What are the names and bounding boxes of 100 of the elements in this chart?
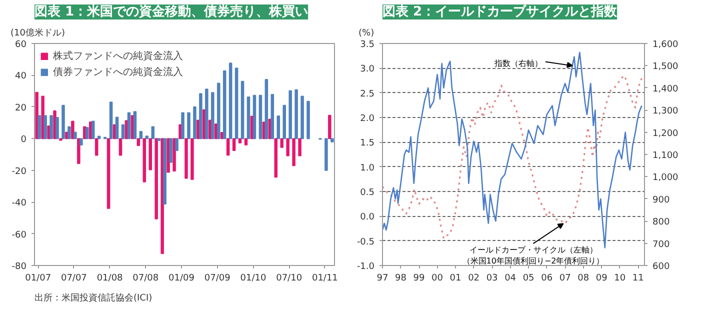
y-tick-label: -60	[12, 230, 27, 240]
bar	[127, 112, 131, 140]
bar	[109, 102, 113, 140]
bar	[142, 138, 146, 182]
y-tick-label: 1.0	[360, 163, 375, 174]
y-tick-label: 20	[15, 103, 27, 114]
x-tick-label: 10	[614, 274, 626, 284]
bar	[133, 111, 137, 140]
y2-tick-label: 700	[652, 240, 670, 250]
annotation: 指数（右軸）	[493, 59, 542, 68]
bar	[154, 138, 158, 220]
bar	[298, 138, 302, 156]
bar	[56, 117, 59, 140]
bar	[169, 138, 172, 163]
bar	[222, 70, 226, 140]
bar	[328, 114, 332, 140]
bar	[145, 136, 149, 140]
bar	[324, 138, 328, 171]
x-tick-label: 11	[632, 274, 644, 284]
chart-title: 図表 2：イールドカーブサイクルと指数	[382, 4, 618, 20]
x-tick-label: 03	[486, 274, 498, 284]
x-tick-label: 99	[413, 274, 426, 284]
x-tick-label: 01/11	[312, 274, 338, 284]
y-tick-label: 0	[20, 135, 27, 146]
bar	[292, 138, 296, 166]
bar	[258, 94, 262, 140]
bar	[306, 100, 310, 140]
bar	[232, 138, 236, 152]
chart-title: 図表 1：米国での資金移動、債券売り、株買い	[34, 4, 308, 20]
bar	[172, 138, 176, 172]
bar	[280, 138, 284, 148]
y2-tick-label: 1,300	[652, 106, 679, 117]
bar	[77, 138, 80, 164]
bar	[190, 138, 194, 180]
bar	[160, 138, 164, 254]
bar	[181, 112, 184, 140]
bar	[115, 116, 119, 140]
bar	[121, 124, 125, 140]
y-tick-label: 2.5	[360, 89, 375, 100]
bar	[330, 138, 334, 142]
bar	[86, 127, 89, 140]
x-tick-label: 08	[578, 274, 590, 284]
x-tick-label: 01	[450, 274, 462, 284]
bar	[91, 120, 95, 140]
x-tick-label: 07/07	[60, 274, 87, 284]
bar	[68, 126, 71, 140]
legend-label: 株式ファンドへの純資金流入	[53, 50, 183, 63]
bar	[74, 132, 77, 140]
y-tick-label: -80	[12, 262, 27, 272]
y-tick-label: 1.5	[360, 138, 375, 149]
bar	[234, 68, 238, 140]
bar	[62, 104, 65, 140]
x-tick-label: 01/07	[25, 274, 52, 284]
bar	[80, 138, 83, 146]
bar	[228, 62, 232, 140]
y2-tick-label: 1,000	[652, 173, 679, 184]
y-tick-label: -40	[12, 198, 27, 209]
bar	[136, 138, 140, 146]
y-tick-label: -0.5	[356, 237, 374, 248]
y2-tick-label: 1,200	[652, 128, 679, 139]
bar	[184, 138, 188, 179]
bar	[71, 120, 74, 140]
bar	[50, 115, 53, 140]
bar	[238, 138, 242, 144]
bar	[276, 115, 280, 140]
annotation: イールドカーブ・サイクル（左軸）	[469, 246, 598, 255]
bar	[288, 90, 292, 140]
bar	[211, 92, 214, 140]
bar	[163, 138, 166, 204]
x-tick-label: 04	[504, 274, 516, 284]
bar	[294, 89, 298, 140]
bar	[270, 94, 274, 140]
annotation: （米国10年国債利回り−2年債利回り）	[462, 256, 604, 266]
bar	[226, 138, 230, 156]
y2-tick-label: 1,600	[652, 40, 679, 50]
bar	[94, 138, 98, 156]
line-series	[382, 74, 643, 240]
y2-tick-label: 1,500	[652, 62, 679, 72]
legend-label: 債券ファンドへの純資金流入	[53, 66, 183, 79]
bar	[205, 88, 208, 140]
x-tick-label: 97	[376, 274, 388, 284]
bar	[240, 80, 244, 140]
bar	[199, 93, 202, 140]
bar	[286, 138, 290, 156]
y-tick-label: 3.5	[360, 40, 375, 50]
y-tick-label: 40	[15, 72, 27, 82]
x-tick-label: 06	[541, 274, 553, 284]
bar	[139, 131, 143, 140]
x-tick-label: 05	[522, 274, 534, 284]
y-tick-label: 3.0	[360, 64, 375, 75]
bar	[106, 138, 110, 209]
bar	[175, 138, 178, 152]
y-tick-label: -20	[12, 166, 27, 177]
y-tick-label: 0.5	[360, 188, 375, 198]
y-tick-label: -1.0	[356, 262, 375, 272]
x-tick-label: 07/10	[276, 274, 302, 284]
text: 出所：米国投資信託協会(ICI)	[34, 292, 152, 304]
bar	[97, 136, 101, 140]
y-axis-title: (10億米ドル)	[10, 28, 65, 38]
bar	[151, 126, 155, 140]
